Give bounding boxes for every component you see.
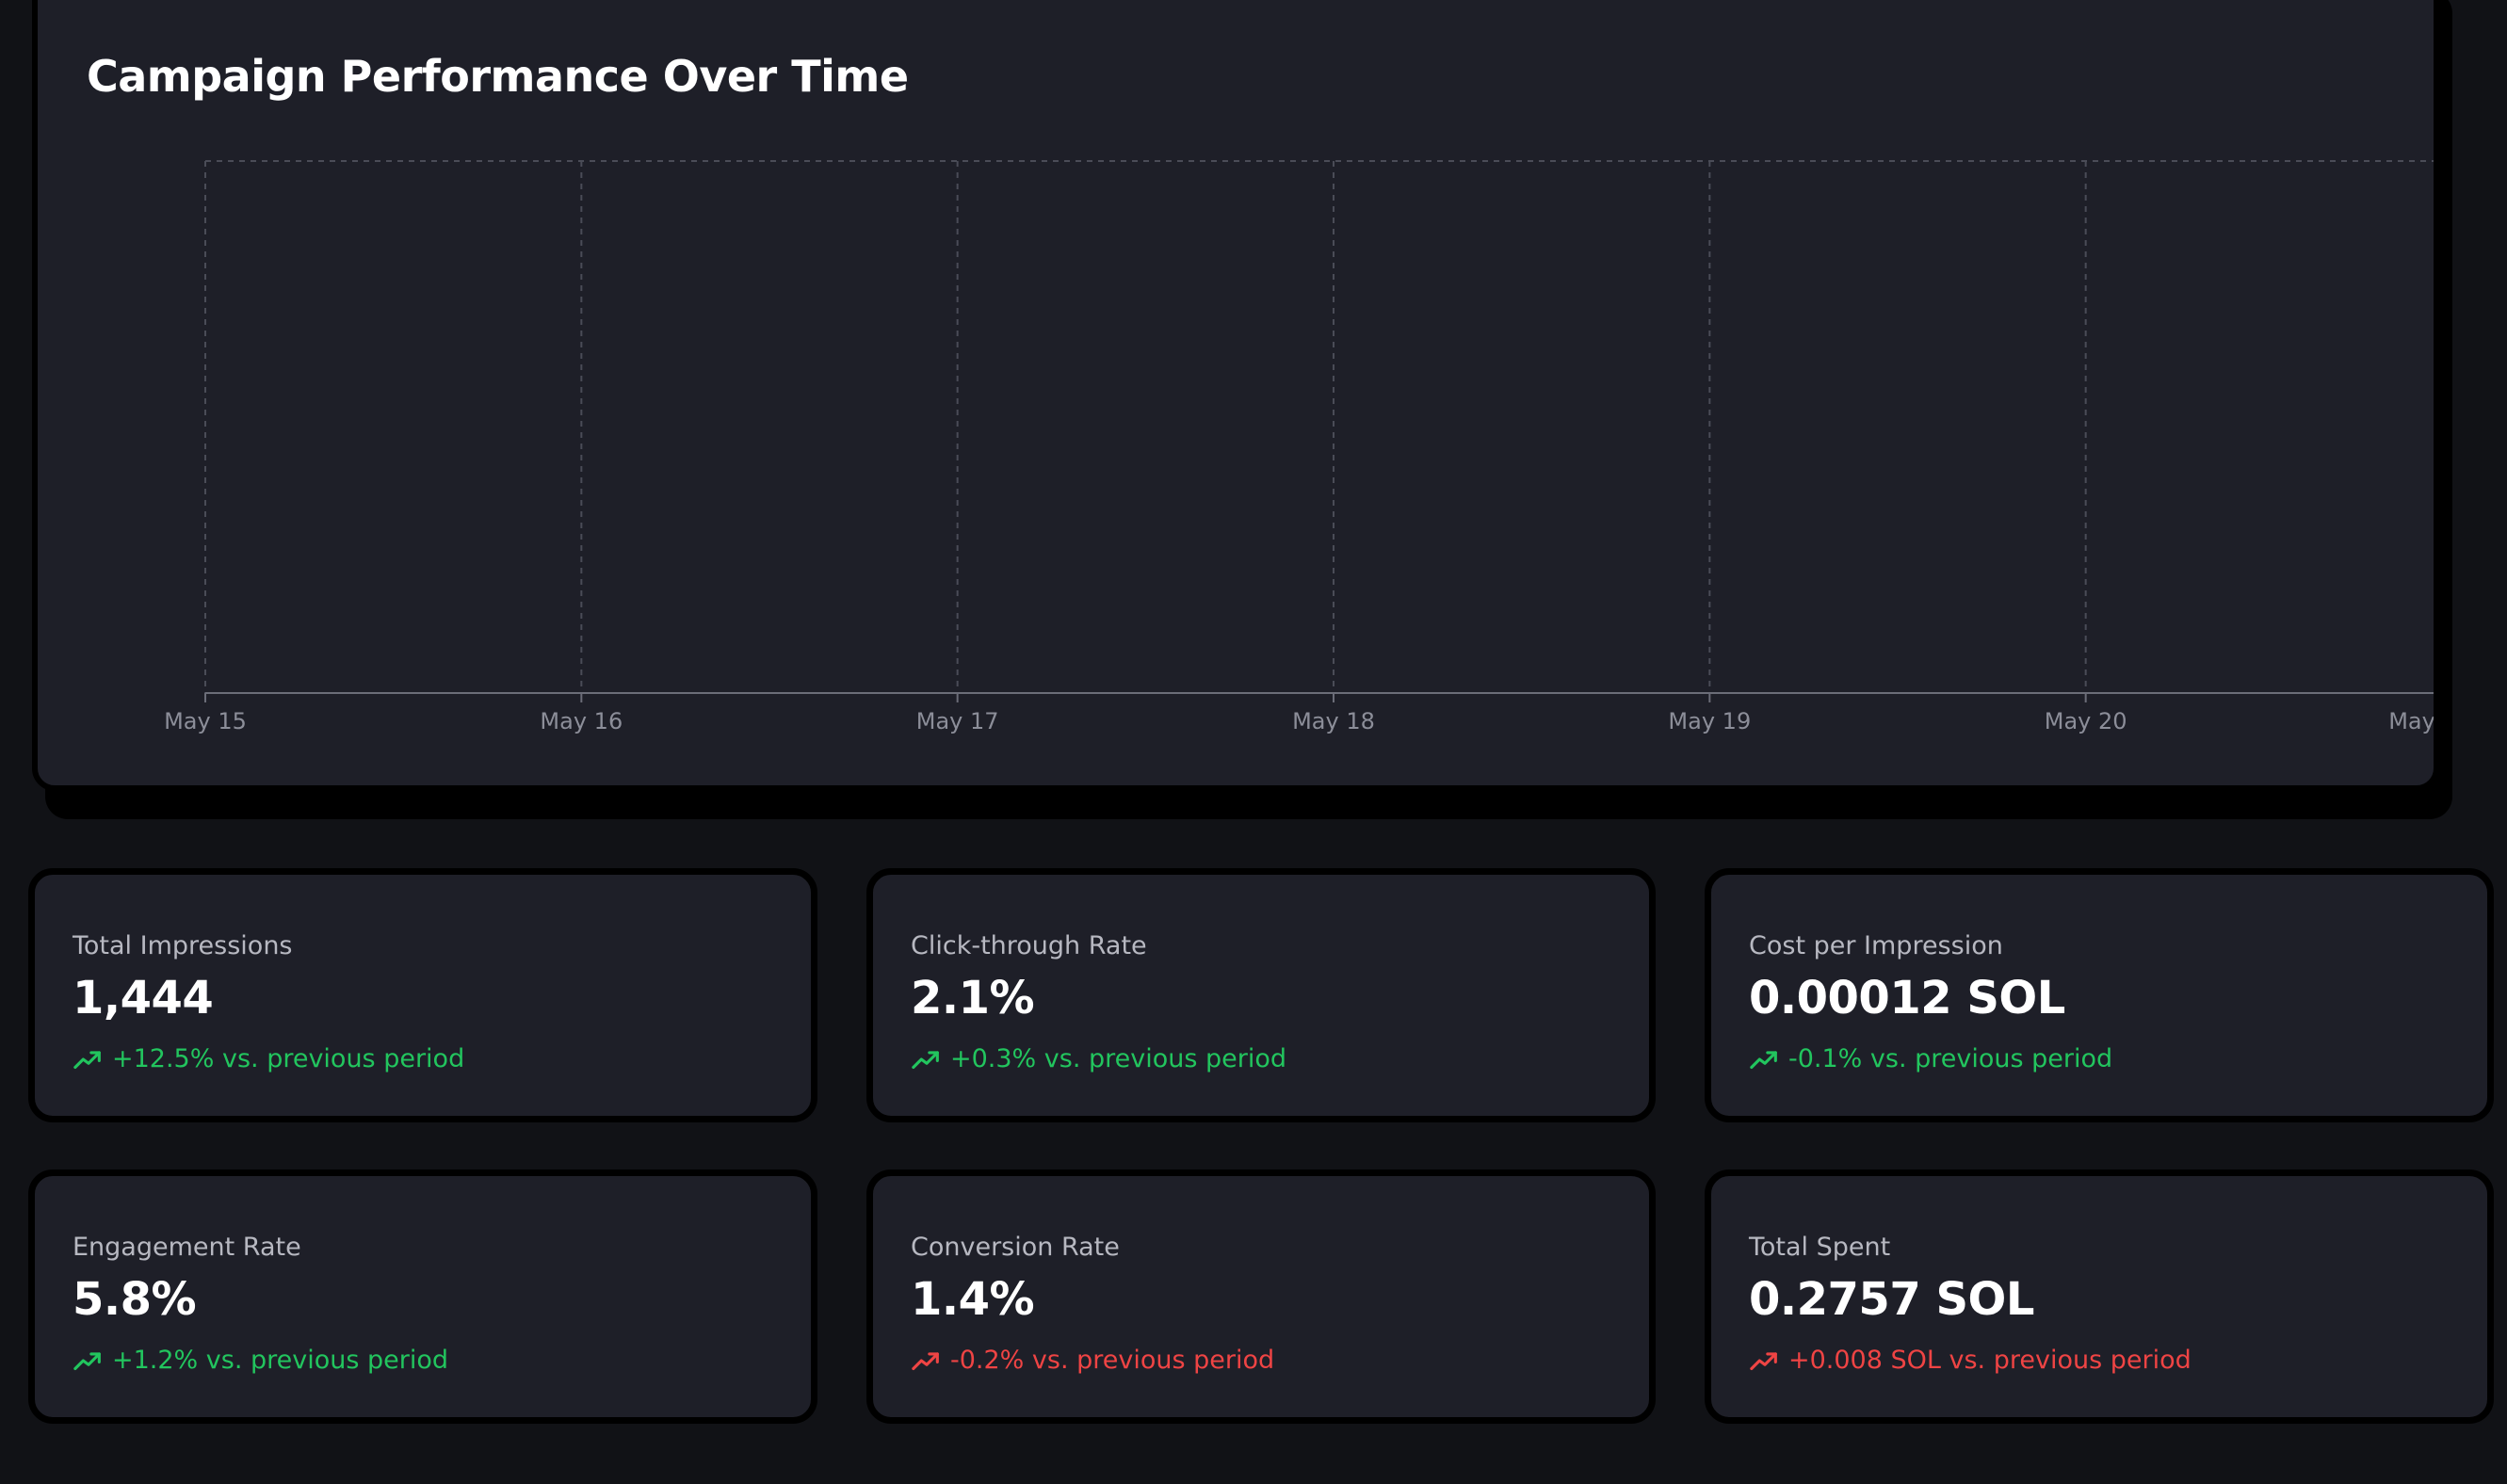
metric-label: Engagement Rate: [73, 1233, 301, 1262]
metric-change: -0.1% vs. previous period: [1749, 1044, 2112, 1073]
trending-up-icon: [73, 1348, 112, 1373]
x-tick-label: May 17: [916, 708, 999, 734]
metric-card: Click-through Rate 2.1% +0.3% vs. previous…: [866, 868, 1656, 1122]
metric-card: Conversion Rate 1.4% -0.2% vs. previous pe…: [866, 1169, 1656, 1424]
metric-card: Total Impressions 1,444 +12.5% vs. previou…: [28, 868, 817, 1122]
metric-change-text: -0.2% vs. previous period: [950, 1346, 1275, 1375]
x-tick-label: May 15: [164, 708, 247, 734]
trending-up-icon: [1749, 1047, 1788, 1072]
metric-change: -0.2% vs. previous period: [911, 1346, 1274, 1375]
metric-change: +12.5% vs. previous period: [73, 1044, 464, 1073]
metric-label: Conversion Rate: [911, 1233, 1120, 1262]
metric-value: 1,444: [73, 972, 214, 1024]
metric-change-text: +12.5% vs. previous period: [112, 1044, 465, 1073]
metric-label: Click-through Rate: [911, 931, 1147, 960]
metric-change: +0.008 SOL vs. previous period: [1749, 1346, 2192, 1375]
trending-up-icon: [911, 1047, 950, 1072]
performance-chart: May 15 May 16 May 17 May 18 May 19 May 20 May …: [164, 160, 2434, 734]
trending-up-icon: [73, 1047, 112, 1072]
metric-card: Cost per Impression 0.00012 SOL -0.1% vs. …: [1705, 868, 2494, 1122]
chart-title: Campaign Performance Over Time: [87, 51, 909, 102]
x-tick-label: May 18: [1292, 708, 1375, 734]
metric-value: 0.00012 SOL: [1749, 972, 2065, 1024]
x-tick-label: May 19: [1668, 708, 1751, 734]
metric-change: +0.3% vs. previous period: [911, 1044, 1286, 1073]
chart-panel: Campaign Performance Over Time May 15 May…: [32, 0, 2439, 791]
metric-value: 2.1%: [911, 972, 1035, 1024]
metric-change-text: +1.2% vs. previous period: [112, 1346, 449, 1375]
metric-card: Total Spent 0.2757 SOL +0.008 SOL vs. prev…: [1705, 1169, 2494, 1424]
metric-change: +1.2% vs. previous period: [73, 1346, 448, 1375]
metric-value: 0.2757 SOL: [1749, 1273, 2034, 1326]
trending-up-icon: [911, 1348, 950, 1373]
x-tick-label: May 20: [2045, 708, 2127, 734]
metric-card: Engagement Rate 5.8% +1.2% vs. previous pe…: [28, 1169, 817, 1424]
metric-change-text: -0.1% vs. previous period: [1788, 1044, 2113, 1073]
x-tick-label: May 21: [2388, 708, 2434, 734]
trending-up-icon: [1749, 1348, 1788, 1373]
metric-label: Total Impressions: [73, 931, 293, 960]
metric-label: Cost per Impression: [1749, 931, 2003, 960]
metric-value: 5.8%: [73, 1273, 197, 1326]
metric-change-text: +0.3% vs. previous period: [950, 1044, 1287, 1073]
metric-value: 1.4%: [911, 1273, 1035, 1326]
metric-label: Total Spent: [1749, 1233, 1891, 1262]
metric-change-text: +0.008 SOL vs. previous period: [1788, 1346, 2192, 1375]
x-tick-label: May 16: [540, 708, 623, 734]
